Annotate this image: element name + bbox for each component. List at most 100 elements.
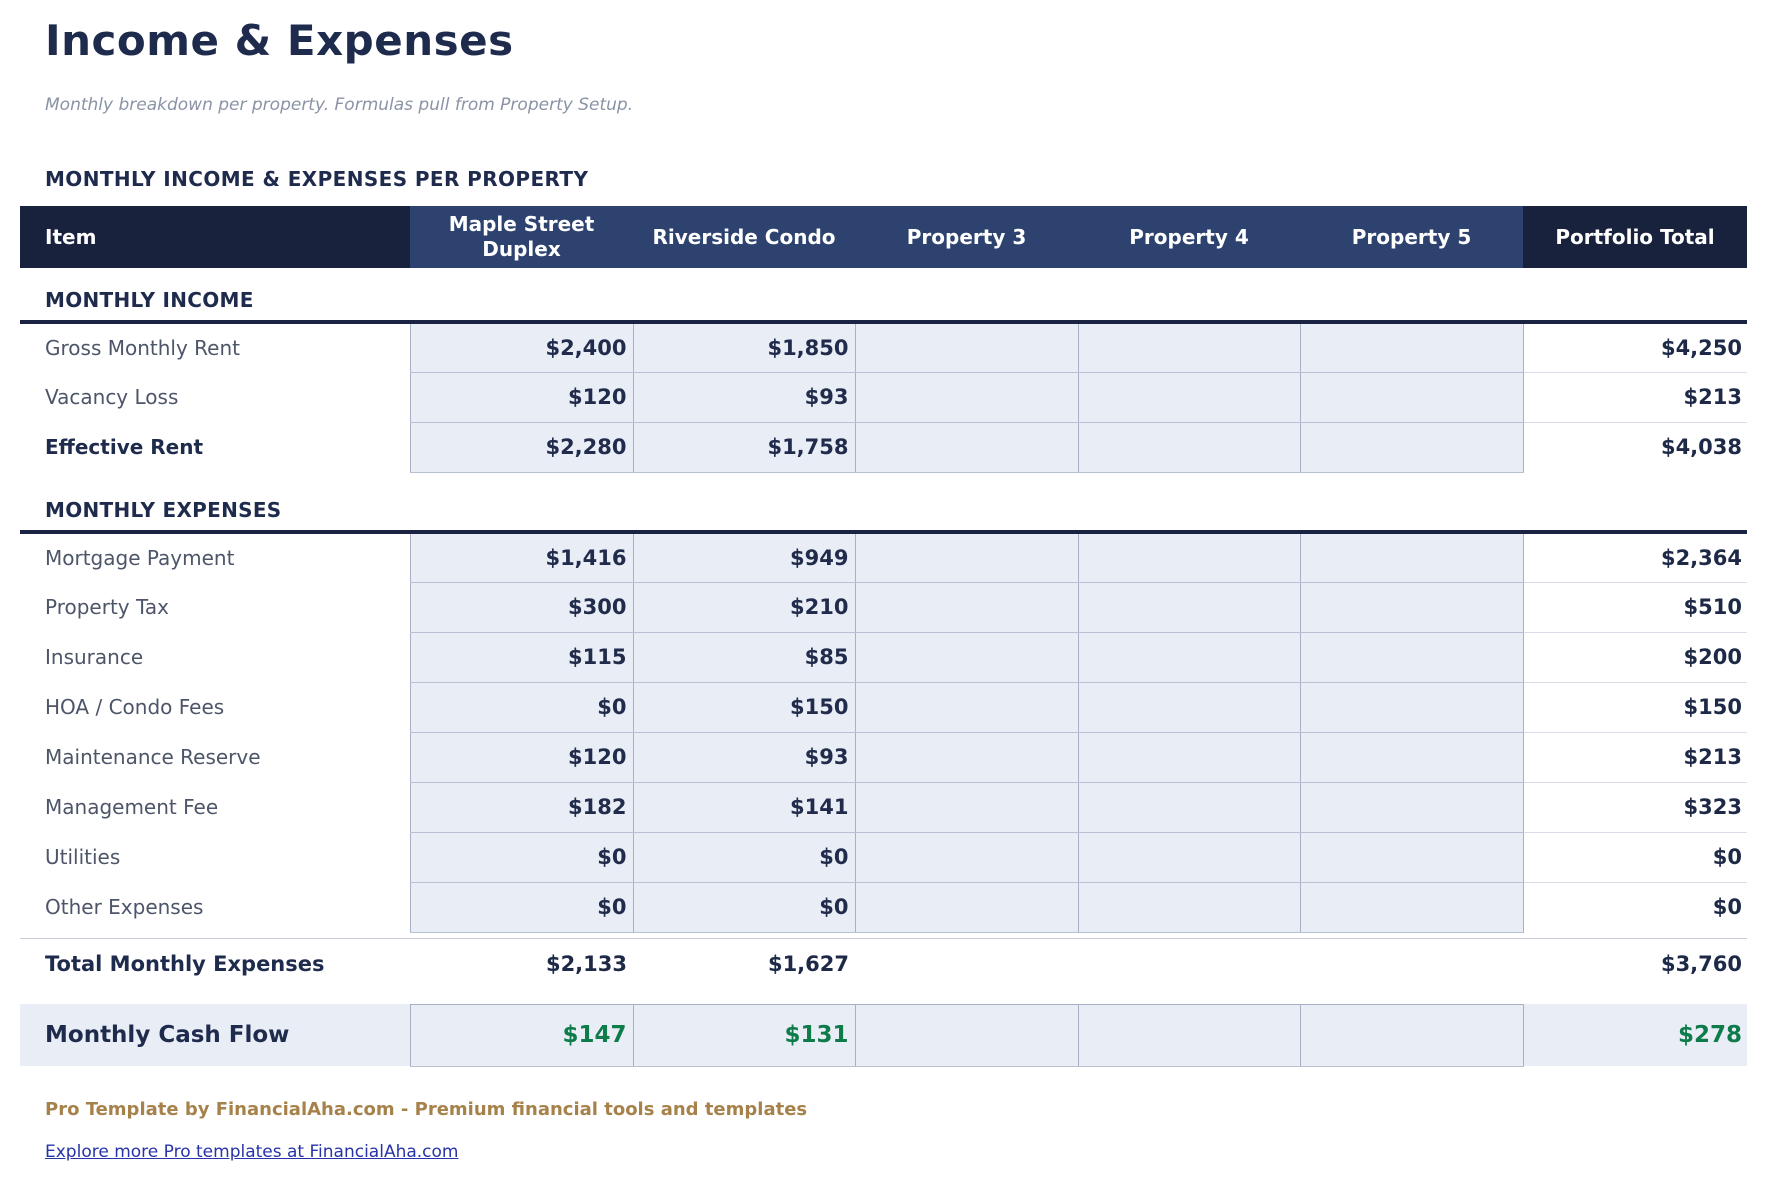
- row-total-cell: $2,364: [1523, 532, 1747, 583]
- page-title: Income & Expenses: [45, 16, 514, 65]
- page: Income & Expenses Monthly breakdown per …: [0, 16, 1766, 1162]
- value-cell: [1077, 631, 1301, 683]
- value-cell: $0: [409, 881, 634, 933]
- value-cell: $93: [632, 731, 856, 783]
- table-row: Mortgage Payment $1,416 $949 $2,364: [20, 531, 1747, 583]
- value-cell: [1299, 831, 1524, 883]
- value-cell: $120: [409, 371, 634, 423]
- value-cell: $1,758: [632, 421, 856, 473]
- explore-link[interactable]: Explore more Pro templates at FinancialA…: [45, 1141, 459, 1162]
- row-label: Gross Monthly Rent: [20, 322, 410, 372]
- value-cell: [1077, 421, 1301, 473]
- value-cell: $1,416: [409, 531, 634, 583]
- value-cell: $141: [632, 781, 856, 833]
- row-total-cell: $4,038: [1523, 422, 1747, 472]
- spacer: [20, 932, 1747, 938]
- table-row: Gross Monthly Rent $2,400 $1,850 $4,250: [20, 321, 1747, 373]
- section-header-row: MONTHLY EXPENSES: [20, 472, 1747, 534]
- table-row: Property Tax $300 $210 $510: [20, 581, 1747, 633]
- value-cell: [854, 321, 1079, 373]
- row-total-cell: $0: [1523, 882, 1747, 932]
- row-total-cell: $200: [1523, 632, 1747, 683]
- section-header-row: MONTHLY INCOME: [20, 268, 1747, 324]
- value-cell: [1299, 781, 1524, 833]
- income-expenses-table: Item Maple Street Duplex Riverside Condo Pr…: [20, 206, 1747, 1067]
- value-cell: [1299, 681, 1524, 733]
- value-cell: [854, 421, 1079, 473]
- row-label: Total Monthly Expenses: [20, 937, 410, 990]
- table-row: Utilities $0 $0 $0: [20, 831, 1747, 883]
- value-cell: $150: [632, 681, 856, 733]
- row-total-cell: $213: [1523, 732, 1747, 783]
- table-row: Insurance $115 $85 $200: [20, 631, 1747, 683]
- value-cell: [1077, 581, 1301, 633]
- value-cell: [1077, 881, 1301, 933]
- value-cell: [854, 881, 1079, 933]
- row-label: Effective Rent: [20, 422, 410, 472]
- section-label: MONTHLY INCOME: [20, 268, 1747, 324]
- row-total-cell: $213: [1523, 372, 1747, 423]
- value-cell: [1077, 731, 1301, 783]
- row-label: HOA / Condo Fees: [20, 682, 410, 732]
- row-total-cell: $150: [1523, 682, 1747, 733]
- row-label: Management Fee: [20, 782, 410, 832]
- value-cell: [1299, 421, 1524, 473]
- spacer: [20, 990, 1747, 1004]
- value-cell: $949: [632, 531, 856, 583]
- value-cell: [1078, 937, 1300, 990]
- value-cell: $0: [409, 831, 634, 883]
- value-cell: [1299, 371, 1524, 423]
- value-cell: $1,627: [633, 937, 855, 990]
- value-cell: [1299, 881, 1524, 933]
- column-header-property: Maple Street Duplex: [410, 206, 633, 268]
- total-expenses-row: Total Monthly Expenses $2,133 $1,627 $3,760: [20, 937, 1747, 990]
- column-header-property: Riverside Condo: [633, 206, 855, 268]
- value-cell: [854, 631, 1079, 683]
- column-header-property: Property 3: [855, 206, 1078, 268]
- row-label: Utilities: [20, 832, 410, 882]
- value-cell: $182: [409, 781, 634, 833]
- table-row: Vacancy Loss $120 $93 $213: [20, 371, 1747, 423]
- value-cell: [1077, 831, 1301, 883]
- value-cell: [1299, 531, 1524, 583]
- value-cell: $0: [632, 831, 856, 883]
- value-cell: [854, 781, 1079, 833]
- section-label: MONTHLY EXPENSES: [20, 472, 1747, 534]
- row-label: Insurance: [20, 632, 410, 682]
- value-cell: [1077, 321, 1301, 373]
- value-cell: [854, 531, 1079, 583]
- value-cell: $300: [409, 581, 634, 633]
- value-cell: [1300, 937, 1523, 990]
- value-cell: $120: [409, 731, 634, 783]
- cashflow-row: Monthly Cash Flow $147 $131 $278: [20, 1003, 1747, 1067]
- value-cell: [854, 581, 1079, 633]
- column-header-property: Property 5: [1300, 206, 1523, 268]
- row-label: Property Tax: [20, 582, 410, 632]
- column-header-property: Property 4: [1078, 206, 1300, 268]
- value-cell: [1077, 531, 1301, 583]
- table-row: Management Fee $182 $141 $323: [20, 781, 1747, 833]
- value-cell: $115: [409, 631, 634, 683]
- value-cell: $0: [409, 681, 634, 733]
- value-cell: [855, 937, 1078, 990]
- column-header-portfolio-total: Portfolio Total: [1523, 206, 1747, 268]
- column-header-item: Item: [20, 206, 410, 268]
- value-cell: $131: [632, 1003, 856, 1067]
- table-row: Effective Rent $2,280 $1,758 $4,038: [20, 421, 1747, 473]
- row-total-cell: $323: [1523, 782, 1747, 833]
- value-cell: $93: [632, 371, 856, 423]
- value-cell: $1,850: [632, 321, 856, 373]
- value-cell: [1299, 321, 1524, 373]
- value-cell: [1077, 681, 1301, 733]
- value-cell: [854, 371, 1079, 423]
- value-cell: [854, 731, 1079, 783]
- value-cell: [1077, 781, 1301, 833]
- header-row: Item Maple Street Duplex Riverside Condo Pr…: [20, 206, 1747, 268]
- row-label: Other Expenses: [20, 882, 410, 932]
- value-cell: $0: [632, 881, 856, 933]
- branding-text: Pro Template by FinancialAha.com - Premi…: [45, 1098, 808, 1120]
- value-cell: $2,400: [409, 321, 634, 373]
- row-label: Monthly Cash Flow: [20, 1004, 410, 1066]
- table-row: Maintenance Reserve $120 $93 $213: [20, 731, 1747, 783]
- row-label: Mortgage Payment: [20, 532, 410, 582]
